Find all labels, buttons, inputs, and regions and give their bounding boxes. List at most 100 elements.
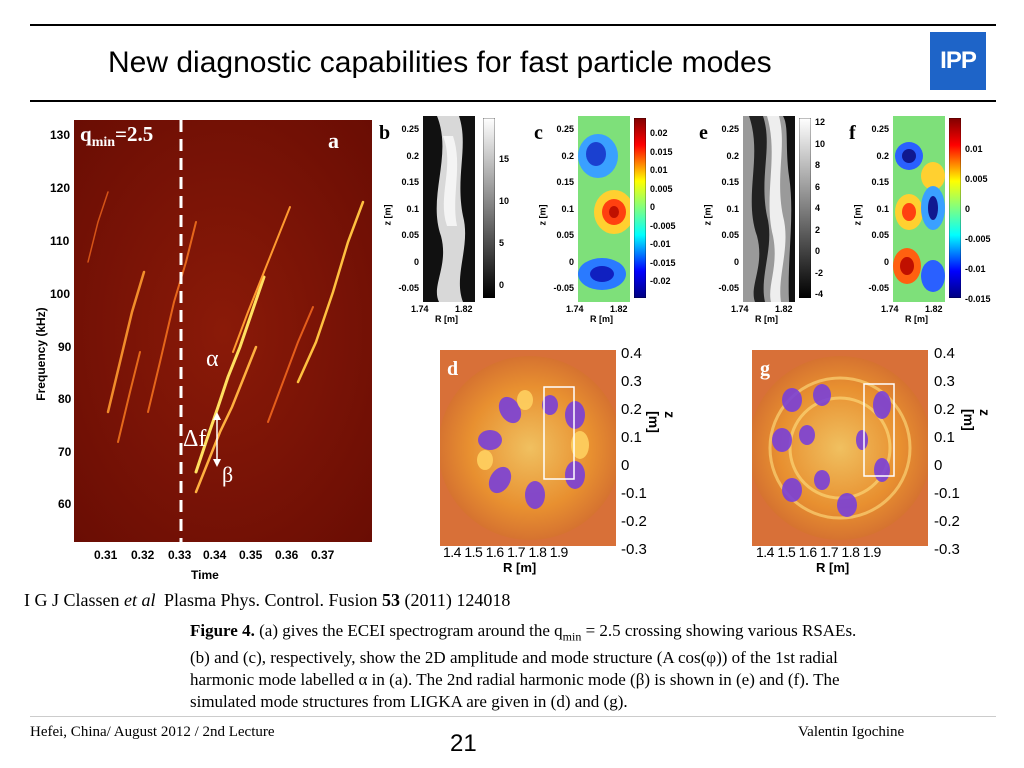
ztick: 0.15 <box>721 177 739 187</box>
panel-b: b 0.25 0.2 0.15 0.1 0.05 0 -0.05 15 10 5… <box>375 110 525 330</box>
ztick: -0.2 <box>621 513 647 530</box>
ztick: 0.05 <box>871 230 889 240</box>
cbar-tick: 0 <box>499 280 505 290</box>
z-label: z [m] <box>382 204 393 226</box>
panel-a: qmin=2.5 a α Δf β 130 120 110 100 90 80 … <box>28 112 378 582</box>
panel-g: g 0.4 0.3 0.2 0.1 0 -0.1 -0.2 -0.3 z [m]… <box>740 340 993 580</box>
ztick: 0.1 <box>726 203 739 214</box>
cbar-tick: 4 <box>815 203 821 213</box>
panel-c-label: c <box>534 122 543 144</box>
reference-volume: 53 <box>382 590 401 610</box>
ztick: -0.3 <box>621 541 647 558</box>
chirp-lines <box>87 191 365 494</box>
cbar-tick: 5 <box>499 238 505 248</box>
r-label: R [m] <box>503 560 537 575</box>
qmin-label: qmin=2.5 <box>80 122 154 151</box>
r-label: R [m] <box>435 314 458 324</box>
rtick: 1.82 <box>455 304 473 314</box>
rtick: 1.5 <box>777 544 796 560</box>
rtick: 1.74 <box>881 304 899 314</box>
cbar-tick: 6 <box>815 181 821 192</box>
panel-b-label: b <box>379 122 391 144</box>
x-axis-label: Time <box>191 568 219 582</box>
cbar-tick: -0.01 <box>965 264 986 274</box>
rtick: 1.4 <box>756 544 774 560</box>
ztick: 0 <box>413 256 419 267</box>
page-number: 21 <box>450 730 477 757</box>
ztick: 0.1 <box>876 203 889 214</box>
panel-a-label: a <box>328 128 339 153</box>
cbar-tick: 2 <box>815 224 821 235</box>
delta-f-label: Δf <box>183 426 207 452</box>
panel-d: d 0.4 0.3 0.2 0.1 0 -0.1 -0.2 -0.3 z [m]… <box>425 340 678 580</box>
caption-line-3: harmonic mode labelled α in (a). The 2nd… <box>190 670 840 690</box>
caption-text: (a) gives the ECEI spectrogram around th… <box>259 621 563 640</box>
z-label: z [m] <box>961 409 993 431</box>
xtick: 0.31 <box>94 548 118 562</box>
ztick: 0.2 <box>621 401 642 418</box>
ztick: -0.05 <box>868 283 889 293</box>
ztick: 0 <box>934 457 943 474</box>
ztick: 0.15 <box>871 177 889 187</box>
ztick: 0 <box>621 457 630 474</box>
rtick: 1.7 <box>820 544 839 560</box>
z-label: z [m] <box>537 204 548 226</box>
title-rule <box>30 100 996 102</box>
ztick: 0.25 <box>721 124 739 134</box>
ztick: -0.05 <box>553 283 574 293</box>
rtick: 1.74 <box>411 304 429 314</box>
caption-line-1: Figure 4. (a) gives the ECEI spectrogram… <box>190 620 1000 647</box>
ztick: 0.2 <box>934 401 955 418</box>
ytick: 60 <box>58 497 72 511</box>
cbar-tick: 10 <box>499 196 510 206</box>
ztick: 0.1 <box>621 429 642 446</box>
cbar-tick: -4 <box>815 289 824 299</box>
ztick: 0.2 <box>726 150 739 161</box>
highlight-box <box>543 386 575 480</box>
rtick: 1.6 <box>798 544 817 560</box>
rtick: 1.7 <box>507 544 526 560</box>
cbar-tick: -0.005 <box>650 220 676 231</box>
spectrogram-plot <box>74 120 372 542</box>
rtick: 1.74 <box>566 304 584 314</box>
z-label: z [m] <box>702 204 713 226</box>
beta-label: β <box>222 462 234 487</box>
cbar-tick: 0.02 <box>650 128 668 138</box>
rtick: 1.82 <box>775 304 793 314</box>
r-label: R [m] <box>590 314 613 324</box>
slide-title: New diagnostic capabilities for fast par… <box>108 46 772 79</box>
ytick: 80 <box>58 392 72 406</box>
ztick: -0.1 <box>621 485 647 502</box>
highlight-box <box>863 383 895 477</box>
cbar-tick: 0 <box>650 202 656 212</box>
panel-f: f 0.25 0.2 0.15 0.1 0.05 0 -0.05 0.01 0.… <box>845 110 1010 330</box>
footer-rule <box>30 716 996 717</box>
rtick: 1.82 <box>925 304 943 314</box>
xtick: 0.37 <box>311 548 335 562</box>
ipp-logo: IPP <box>930 32 986 90</box>
ytick: 100 <box>50 287 71 301</box>
rtick: 1.9 <box>862 544 881 560</box>
ztick: 0.05 <box>721 230 739 240</box>
ztick: 0.3 <box>934 373 955 390</box>
spectrogram-area <box>74 120 372 542</box>
ztick: 0.1 <box>934 429 955 446</box>
ztick: 0.2 <box>876 150 889 161</box>
rtick: 1.74 <box>731 304 749 314</box>
ztick: 0.15 <box>401 177 419 187</box>
cbar-tick: -0.015 <box>965 294 991 304</box>
ztick: -0.3 <box>934 541 960 558</box>
xtick: 0.33 <box>168 548 192 562</box>
ztick: 0.2 <box>561 150 574 161</box>
cbar-tick: 12 <box>815 117 826 127</box>
ztick: 0 <box>883 256 889 267</box>
xtick: 0.36 <box>275 548 299 562</box>
caption-line-2: (b) and (c), respectively, show the 2D a… <box>190 648 838 668</box>
cbar-tick: 0.01 <box>965 144 983 154</box>
footer-right: Valentin Igochine <box>798 724 905 740</box>
ztick: 0.1 <box>406 203 419 214</box>
cbar-tick: -0.01 <box>650 239 671 249</box>
reference-authors: I G J Classen <box>24 590 120 610</box>
cbar-tick: -2 <box>815 267 824 278</box>
panel-c: c 0.25 0.2 0.15 0.1 0.05 0 -0.05 0.02 0.… <box>530 110 690 330</box>
